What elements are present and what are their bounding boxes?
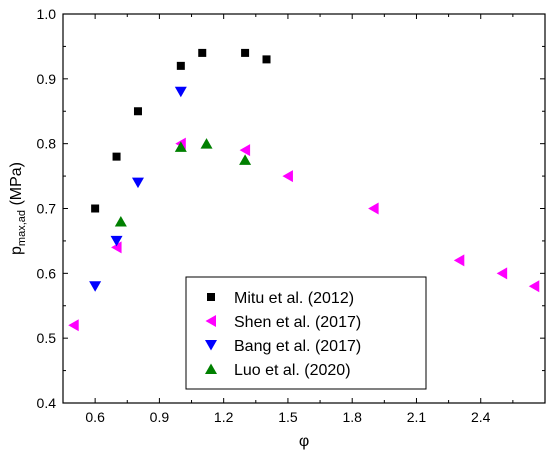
data-point-luo-et-al-2020 [239,154,252,165]
data-point-bang-et-al-2017 [131,177,144,189]
data-point-bang-et-al-2017 [89,281,102,292]
data-point-mitu-et-al-2012 [176,61,185,70]
data-point-mitu-et-al-2012 [112,152,121,161]
x-tick-label: 2.1 [407,409,427,425]
data-point-mitu-et-al-2012 [241,48,250,57]
legend-marker [205,340,217,351]
data-point-mitu-et-al-2012 [91,204,100,213]
data-point-shen-et-al-2017 [528,280,540,293]
data-point-mitu-et-al-2012 [262,55,271,64]
data-point-luo-et-al-2020 [114,215,127,227]
legend-marker [205,363,217,374]
y-tick-label: 0.7 [37,201,57,217]
data-point-shen-et-al-2017 [282,170,293,183]
data-point-shen-et-al-2017 [453,254,465,267]
legend-entry-label: Luo et al. (2020) [234,362,351,379]
legend-entry-label: Bang et al. (2017) [234,338,361,355]
ticks-layer: 0.6 0.9 1.2 1.5 1.8 2.1 2.4 0.4 0.5 0.6 0.7 0.8 0.9 1… [37,6,546,425]
legend-marker [207,293,215,301]
x-tick-label: 1.2 [214,409,234,425]
data-point-shen-et-al-2017 [68,319,79,332]
data-point-shen-et-al-2017 [368,202,379,215]
y-tick-label: 0.4 [37,395,57,411]
plot-frame [62,13,546,404]
data-point-mitu-et-al-2012 [198,48,207,57]
legend-box [185,276,427,390]
x-tick-label: 0.6 [85,409,105,425]
data-point-luo-et-al-2020 [200,138,213,149]
data-point-mitu-et-al-2012 [133,107,142,116]
legend-entry-label: Shen et al. (2017) [234,314,361,331]
x-tick-label: 1.5 [278,409,298,425]
legend: Mitu et al. (2012) Shen et al. (2017) Bang… [185,276,427,390]
data-point-bang-et-al-2017 [174,86,187,98]
y-axis-label-subscript: max,ad [16,210,28,246]
legend-entry-label: Mitu et al. (2012) [234,290,354,307]
x-tick-label: 0.9 [150,409,170,425]
y-tick-label: 0.6 [37,265,57,281]
x-tick-label: 2.4 [471,409,491,425]
y-tick-label: 0.5 [37,330,57,346]
data-point-shen-et-al-2017 [111,241,122,254]
y-axis-label: pmax,ad (MPa) [8,162,28,255]
data-point-shen-et-al-2017 [496,267,508,280]
y-axis-label-unit: (MPa) [8,162,25,210]
data-point-bang-et-al-2017 [110,235,123,247]
x-axis-label: φ [299,433,309,450]
y-tick-label: 1.0 [37,6,57,22]
legend-marker [205,315,216,327]
y-axis-label-main: p [8,246,25,255]
points-layer [68,48,540,332]
y-tick-label: 0.9 [37,71,57,87]
y-tick-label: 0.8 [37,136,57,152]
data-point-luo-et-al-2020 [174,141,187,152]
x-tick-label: 1.8 [342,409,362,425]
data-point-shen-et-al-2017 [239,144,251,157]
